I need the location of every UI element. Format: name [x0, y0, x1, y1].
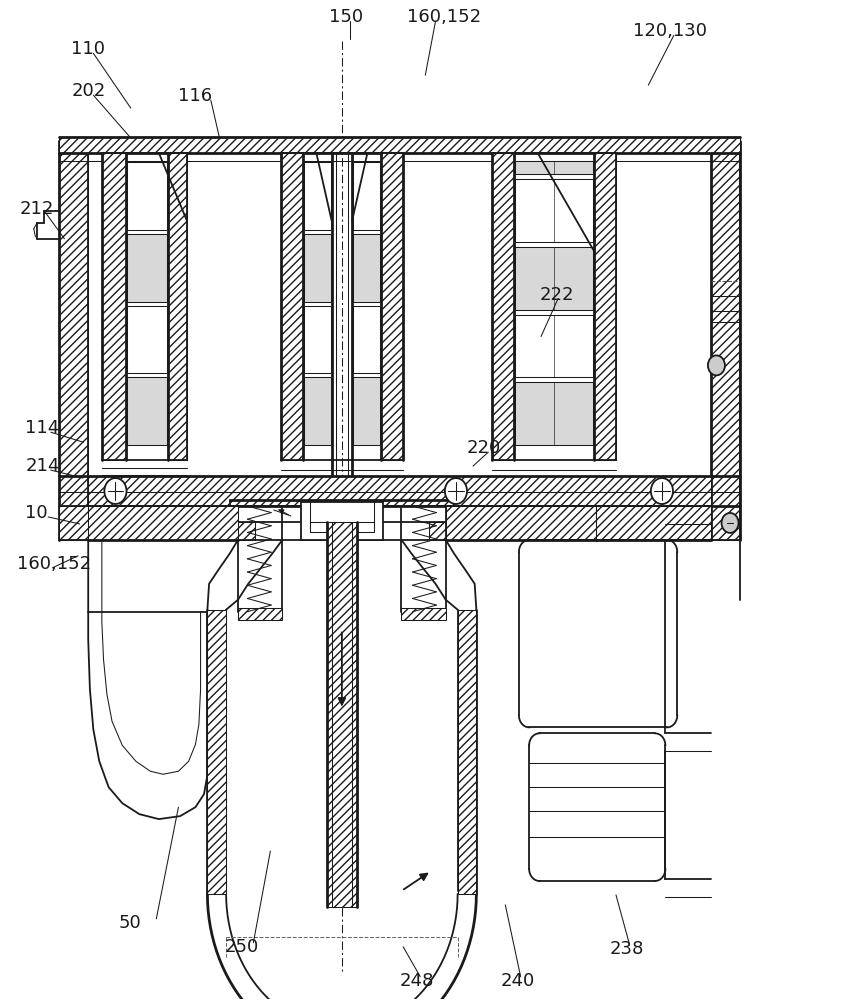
Text: 250: 250: [224, 938, 258, 956]
Text: 240: 240: [500, 972, 534, 990]
Circle shape: [707, 355, 724, 375]
Text: 160,152: 160,152: [17, 555, 90, 573]
Bar: [126, 162, 167, 230]
Bar: [428, 522, 454, 540]
Bar: [401, 608, 445, 620]
Text: 160,152: 160,152: [406, 8, 480, 26]
Bar: [491, 153, 514, 460]
Text: 120,130: 120,130: [632, 22, 706, 40]
Bar: [303, 162, 330, 230]
Bar: [59, 141, 88, 540]
Text: 238: 238: [608, 940, 643, 958]
Bar: [514, 179, 592, 242]
Text: 248: 248: [399, 972, 433, 990]
Bar: [126, 306, 167, 373]
Text: 202: 202: [71, 82, 105, 100]
Bar: [352, 162, 380, 230]
Bar: [303, 306, 330, 373]
Bar: [88, 506, 238, 540]
Text: 10: 10: [26, 504, 48, 522]
Bar: [229, 522, 255, 540]
Text: 114: 114: [26, 419, 60, 437]
Text: 220: 220: [466, 439, 500, 457]
Bar: [380, 153, 403, 460]
Bar: [207, 610, 226, 894]
Text: 222: 222: [539, 286, 573, 304]
Bar: [352, 377, 380, 445]
Bar: [126, 234, 167, 302]
Bar: [514, 161, 592, 174]
Bar: [352, 306, 380, 373]
Bar: [514, 382, 592, 445]
Text: 150: 150: [328, 8, 363, 26]
Bar: [514, 315, 592, 377]
Bar: [303, 377, 330, 445]
Text: 214: 214: [26, 457, 60, 475]
Bar: [59, 137, 740, 153]
Text: 212: 212: [20, 200, 55, 218]
Bar: [457, 610, 476, 894]
Bar: [88, 476, 711, 506]
Bar: [514, 247, 592, 310]
Bar: [238, 608, 282, 620]
Text: 116: 116: [178, 87, 212, 105]
Text: 50: 50: [119, 914, 142, 932]
Bar: [281, 153, 302, 460]
Bar: [59, 506, 88, 540]
Circle shape: [721, 513, 738, 533]
Text: 110: 110: [71, 40, 105, 58]
Bar: [126, 377, 167, 445]
Bar: [352, 234, 380, 302]
Bar: [445, 506, 595, 540]
Bar: [593, 153, 615, 460]
Bar: [711, 141, 740, 540]
Circle shape: [650, 478, 672, 504]
Bar: [300, 502, 382, 540]
Circle shape: [104, 478, 126, 504]
Bar: [303, 234, 330, 302]
Bar: [168, 153, 187, 460]
Bar: [595, 506, 711, 540]
Bar: [326, 522, 357, 907]
Bar: [102, 153, 125, 460]
Circle shape: [444, 478, 467, 504]
